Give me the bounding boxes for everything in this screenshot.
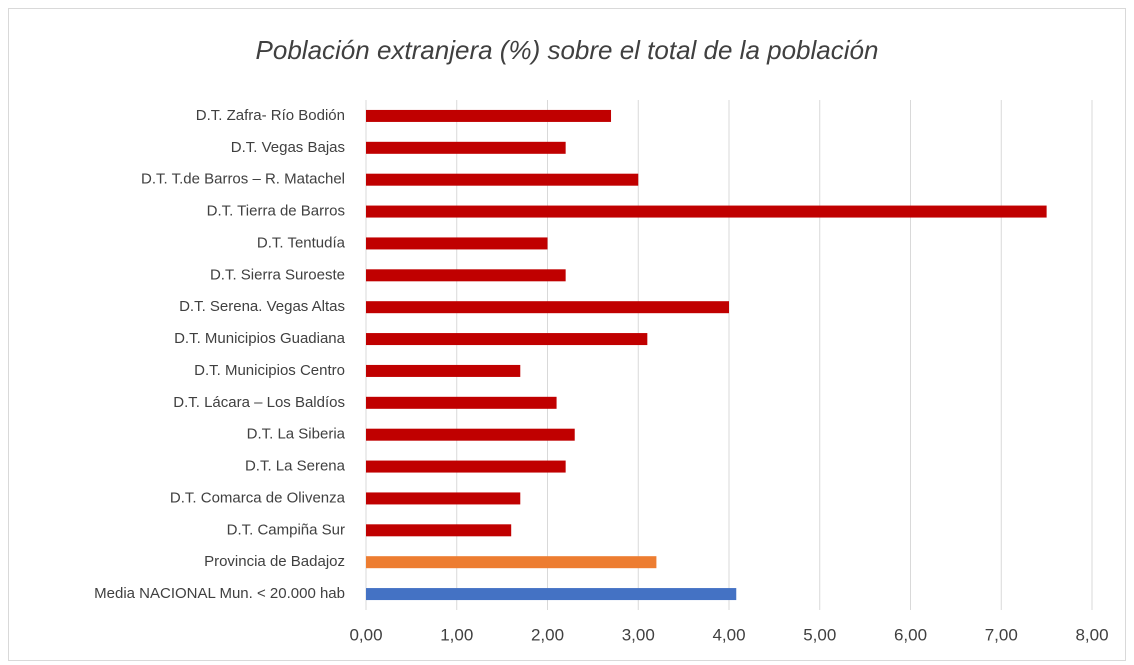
bar xyxy=(366,109,612,122)
x-tick-label: 4,00 xyxy=(712,625,745,644)
bar xyxy=(366,237,548,250)
bar xyxy=(366,396,557,409)
x-tick-label: 0,00 xyxy=(349,625,382,644)
y-tick-label: D.T. Serena. Vegas Altas xyxy=(179,298,345,315)
x-tick-label: 6,00 xyxy=(894,625,927,644)
y-tick-label: D.T. Campiña Sur xyxy=(227,521,345,538)
x-tick-label: 1,00 xyxy=(440,625,473,644)
y-tick-label: Provincia de Badajoz xyxy=(204,553,345,570)
y-tick-label: D.T. Zafra- Río Bodión xyxy=(196,107,345,124)
x-tick-label: 8,00 xyxy=(1075,625,1108,644)
y-tick-label: D.T. Tierra de Barros xyxy=(207,203,345,220)
bar xyxy=(366,205,1047,218)
bar xyxy=(366,173,639,186)
x-tick-label: 7,00 xyxy=(985,625,1018,644)
bar xyxy=(366,428,575,441)
y-tick-label: D.T. La Siberia xyxy=(247,426,346,443)
x-tick-label: 3,00 xyxy=(622,625,655,644)
y-tick-label: D.T. Tentudía xyxy=(257,234,346,251)
y-tick-label: D.T. Lácara – Los Baldíos xyxy=(173,394,345,411)
bar xyxy=(366,333,648,346)
y-tick-label: Media NACIONAL Mun. < 20.000 hab xyxy=(94,585,345,602)
bar xyxy=(366,492,521,505)
bar xyxy=(366,524,512,537)
x-tick-label: 2,00 xyxy=(531,625,564,644)
y-tick-label: D.T. T.de Barros – R. Matachel xyxy=(141,171,345,188)
x-tick-label: 5,00 xyxy=(803,625,836,644)
bar xyxy=(366,269,566,282)
bar xyxy=(366,460,566,473)
bar xyxy=(366,141,566,154)
chart-title: Población extranjera (%) sobre el total … xyxy=(256,35,879,65)
bar xyxy=(366,556,657,569)
y-tick-label: D.T. La Serena xyxy=(245,458,346,475)
bar xyxy=(366,588,737,601)
y-tick-label: D.T. Sierra Suroeste xyxy=(210,266,345,283)
y-tick-label: D.T. Municipios Centro xyxy=(194,362,345,379)
bar xyxy=(366,364,521,377)
bar xyxy=(366,301,729,314)
y-tick-label: D.T. Municipios Guadiana xyxy=(174,330,346,347)
y-tick-label: D.T. Comarca de Olivenza xyxy=(170,489,346,506)
y-tick-label: D.T. Vegas Bajas xyxy=(231,139,345,156)
